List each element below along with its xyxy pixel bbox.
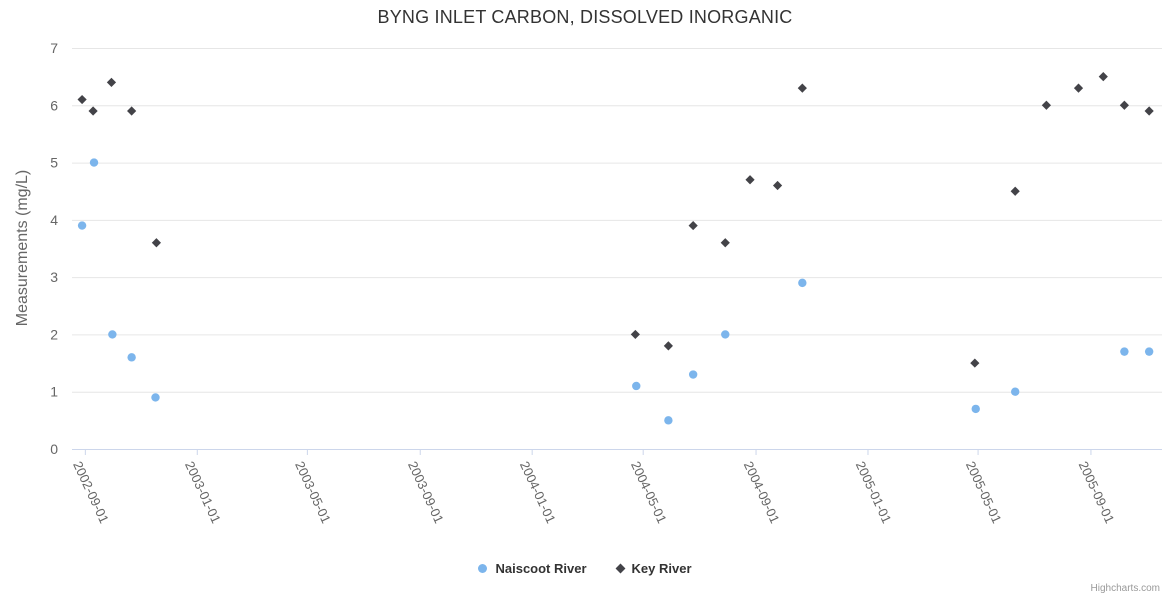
point-key-river[interactable] <box>127 106 137 116</box>
x-axis-tick-label: 2005-05-01 <box>963 459 1005 526</box>
point-key-river[interactable] <box>630 329 640 340</box>
point-naiscoot-river[interactable] <box>798 278 807 288</box>
y-axis-tick-label: 4 <box>50 212 58 228</box>
point-naiscoot-river[interactable] <box>688 370 698 379</box>
point-key-river[interactable] <box>88 106 98 116</box>
point-naiscoot-river[interactable] <box>1144 347 1154 356</box>
point-key-river[interactable] <box>688 220 698 231</box>
y-axis-title: Measurements (mg/L) <box>14 170 31 327</box>
y-axis-tick-label: 0 <box>50 441 58 457</box>
chart-title: BYNG INLET CARBON, DISSOLVED INORGANIC <box>377 7 793 27</box>
point-key-river[interactable] <box>151 238 162 248</box>
y-axis-tick-label: 7 <box>50 40 58 56</box>
y-axis-tick-label: 1 <box>50 384 58 400</box>
legend-label-naiscoot-river: Naiscoot River <box>495 561 587 576</box>
x-axis-tick-label: 2002-09-01 <box>70 459 112 526</box>
legend: Naiscoot River Key River <box>0 561 1170 576</box>
point-naiscoot-river[interactable] <box>151 393 160 402</box>
point-naiscoot-river[interactable] <box>1120 347 1129 356</box>
point-key-river[interactable] <box>1073 83 1084 93</box>
legend-label-key-river: Key River <box>631 561 692 576</box>
y-axis-tick-label: 5 <box>50 155 58 171</box>
point-naiscoot-river[interactable] <box>971 404 980 414</box>
point-key-river[interactable] <box>797 83 807 93</box>
point-naiscoot-river[interactable] <box>632 381 641 391</box>
x-axis-tick-label: 2003-05-01 <box>292 459 334 526</box>
y-axis-tick-label: 6 <box>50 97 58 113</box>
point-naiscoot-river[interactable] <box>108 330 117 339</box>
point-key-river[interactable] <box>970 358 980 368</box>
point-key-river[interactable] <box>1010 186 1020 196</box>
point-key-river[interactable] <box>106 77 117 87</box>
point-naiscoot-river[interactable] <box>721 330 730 339</box>
y-axis-tick-label: 2 <box>50 326 58 342</box>
legend-item-key-river[interactable]: Key River <box>615 561 692 576</box>
point-naiscoot-river[interactable] <box>664 416 673 425</box>
x-axis-tick-label: 2003-01-01 <box>182 459 224 526</box>
point-naiscoot-river[interactable] <box>77 221 87 230</box>
point-key-river[interactable] <box>1041 100 1051 110</box>
point-naiscoot-river[interactable] <box>127 353 136 362</box>
highcharts-credits-link[interactable]: Highcharts.com <box>1090 583 1160 594</box>
point-key-river[interactable] <box>720 238 730 248</box>
diamond-marker-icon <box>615 563 625 574</box>
point-key-river[interactable] <box>1119 100 1129 110</box>
circle-marker-icon <box>478 564 488 573</box>
point-key-river[interactable] <box>1144 106 1154 116</box>
point-naiscoot-river[interactable] <box>89 158 99 167</box>
point-key-river[interactable] <box>663 341 673 351</box>
point-key-river[interactable] <box>77 94 87 105</box>
legend-item-naiscoot-river[interactable]: Naiscoot River <box>478 561 587 576</box>
point-key-river[interactable] <box>772 180 783 191</box>
y-axis-tick-label: 3 <box>50 269 58 285</box>
x-axis-tick-label: 2003-09-01 <box>405 459 447 526</box>
x-axis-tick-label: 2004-09-01 <box>741 459 783 526</box>
x-axis-tick-label: 2005-09-01 <box>1076 459 1118 526</box>
x-axis-tick-label: 2004-05-01 <box>628 459 670 526</box>
x-axis-tick-label: 2004-01-01 <box>517 459 559 526</box>
point-key-river[interactable] <box>745 175 755 185</box>
x-axis-tick-label: 2005-01-01 <box>853 459 895 526</box>
point-key-river[interactable] <box>1098 72 1108 82</box>
point-naiscoot-river[interactable] <box>1010 387 1020 396</box>
